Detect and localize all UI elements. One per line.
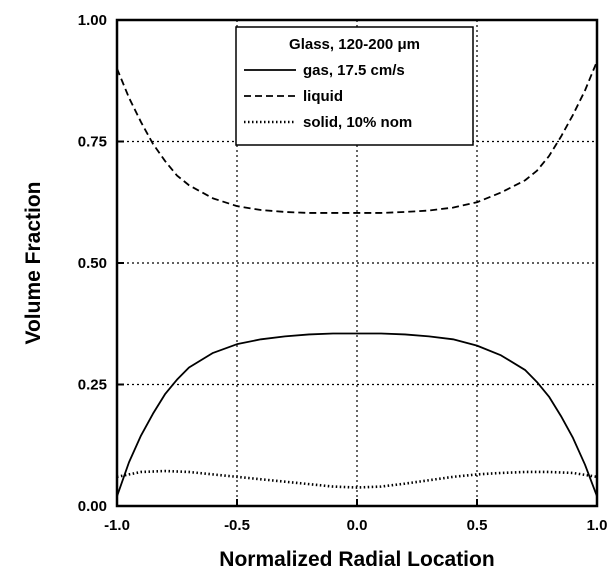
x-tick-label: 0.0 — [347, 517, 368, 534]
series-layer — [116, 60, 598, 497]
series-line-liquid — [116, 60, 598, 214]
tick-layer: -1.0 -0.5 0.0 0.5 1.0 0.00 0.25 0.50 0.75 1.00 — [78, 12, 608, 534]
y-axis-label: Volume Fraction — [22, 182, 45, 345]
legend-entry-label: gas, 17.5 cm/s — [303, 62, 405, 79]
legend-box — [235, 26, 474, 146]
y-tick-label: 0.00 — [78, 498, 107, 515]
y-tick-label: 0.25 — [78, 377, 107, 394]
y-tick-label: 1.00 — [78, 12, 107, 29]
x-tick-label: 1.0 — [587, 517, 608, 534]
legend: Glass, 120-200 μm gas, 17.5 cm/s liquid so… — [235, 26, 474, 146]
series-line-solid — [116, 469, 598, 489]
series-line-gas — [116, 332, 598, 497]
legend-entry-label: liquid — [303, 88, 343, 105]
y-tick-label: 0.50 — [78, 255, 107, 272]
x-tick-label: -1.0 — [104, 517, 130, 534]
x-tick-label: 0.5 — [467, 517, 488, 534]
legend-title: Glass, 120-200 μm — [289, 36, 420, 53]
legend-entry-label: solid, 10% nom — [303, 114, 412, 131]
legend-entries: gas, 17.5 cm/s liquid solid, 10% nom — [244, 62, 412, 131]
x-tick-label: -0.5 — [224, 517, 250, 534]
x-axis-label: Normalized Radial Location — [219, 548, 494, 571]
y-tick-label: 0.75 — [78, 134, 107, 151]
